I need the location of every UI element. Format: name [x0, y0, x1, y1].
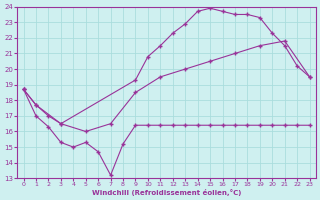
- X-axis label: Windchill (Refroidissement éolien,°C): Windchill (Refroidissement éolien,°C): [92, 189, 241, 196]
